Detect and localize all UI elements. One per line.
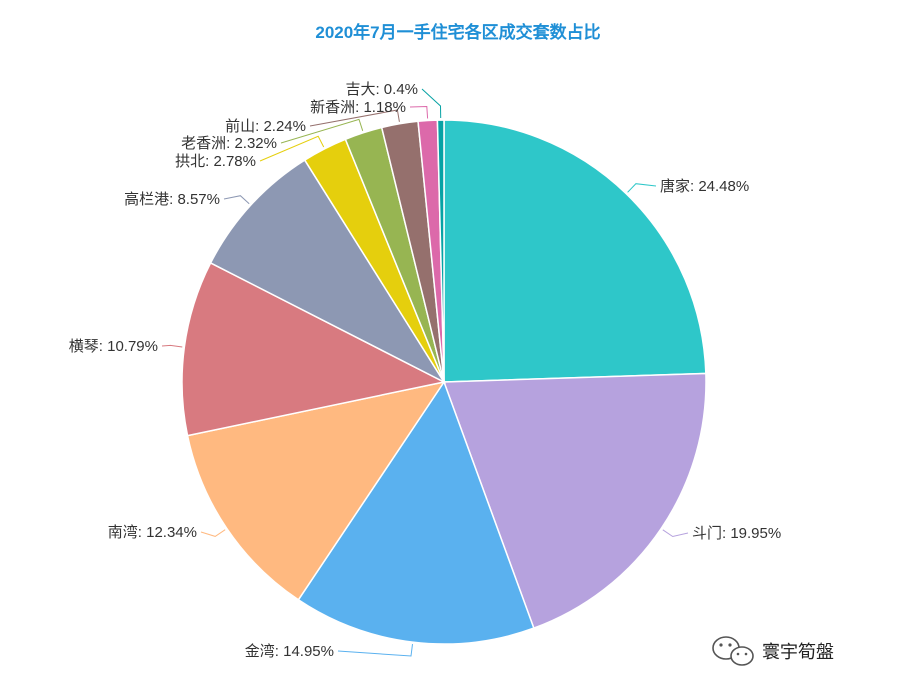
watermark: 寰宇筍盤 (712, 636, 834, 666)
leader-line-5 (223, 195, 250, 205)
slice-label-2: 金湾: 14.95% (245, 643, 334, 660)
pie-slice-0[interactable] (443, 119, 707, 383)
pie-slice-3[interactable] (186, 380, 446, 601)
leader-line-7 (280, 118, 364, 144)
pie-slice-2[interactable] (297, 380, 535, 645)
pie-slice-10[interactable] (436, 119, 445, 383)
leader-line-6 (259, 135, 325, 162)
wechat-icon (712, 636, 754, 666)
leader-line-9 (409, 105, 429, 119)
slice-label-6: 拱北: 2.78% (175, 153, 256, 170)
pie-slice-5[interactable] (209, 159, 447, 384)
leader-line-0 (627, 183, 657, 193)
slice-label-1: 斗门: 19.95% (692, 525, 781, 542)
pie-labels: 唐家: 24.48% 斗门: 19.95% 金湾: 14.95% 南湾: 12.34%… (69, 81, 781, 660)
leader-line-2 (337, 644, 413, 657)
watermark-text: 寰宇筍盤 (762, 642, 834, 662)
slice-label-8: 前山: 2.24% (225, 118, 306, 135)
leader-line-4 (161, 344, 183, 348)
leader-line-10 (421, 88, 442, 119)
pie-slice-4[interactable] (181, 261, 447, 437)
slice-label-7: 老香洲: 2.32% (181, 135, 277, 152)
slice-label-9: 新香洲: 1.18% (310, 99, 406, 116)
chart-title: 2020年7月一手住宅各区成交套数占比 (315, 22, 600, 42)
pie-slice-1[interactable] (442, 372, 707, 630)
slice-label-0: 唐家: 24.48% (660, 178, 749, 195)
slice-label-10: 吉大: 0.4% (345, 81, 418, 98)
pie-slices (181, 119, 707, 645)
slice-label-3: 南湾: 12.34% (108, 524, 197, 541)
leader-line-1 (662, 529, 689, 538)
leader-line-3 (200, 529, 226, 537)
slice-label-4: 横琴: 10.79% (69, 338, 158, 355)
leader-line-8 (309, 109, 400, 127)
slice-label-5: 高栏港: 8.57% (124, 191, 220, 208)
